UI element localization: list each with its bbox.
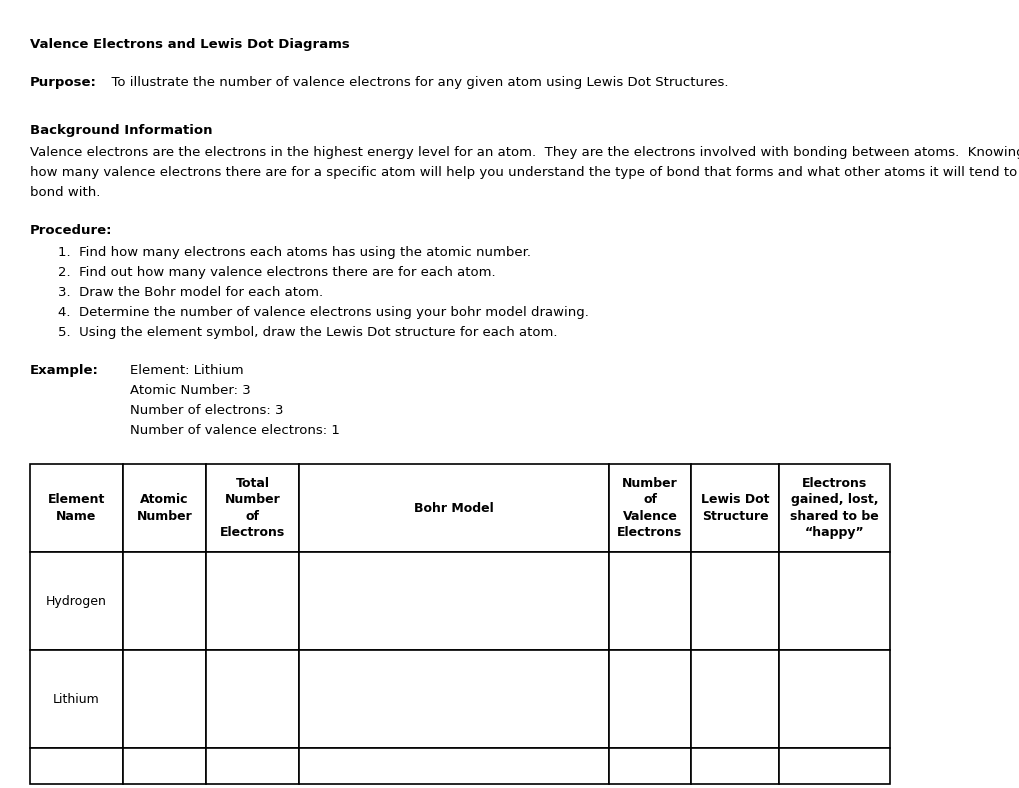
Text: Atomic
Number: Atomic Number [137, 493, 193, 522]
Bar [206, 464, 299, 552]
Text: Lithium: Lithium [53, 693, 100, 705]
Text: Valence electrons are the electrons in the highest energy level for an atom.  Th: Valence electrons are the electrons in t… [30, 146, 1019, 159]
Bar [299, 748, 608, 784]
Text: Electrons
gained, lost,
shared to be
“happy”: Electrons gained, lost, shared to be “ha… [790, 477, 878, 539]
Text: Number of electrons: 3: Number of electrons: 3 [129, 404, 283, 417]
Bar [123, 650, 206, 748]
Text: bond with.: bond with. [30, 186, 100, 199]
Bar [779, 650, 890, 748]
Bar [30, 552, 123, 650]
Text: 5.  Using the element symbol, draw the Lewis Dot structure for each atom.: 5. Using the element symbol, draw the Le… [58, 326, 557, 339]
Bar [608, 552, 690, 650]
Bar [123, 464, 206, 552]
Bar [206, 650, 299, 748]
Bar [779, 552, 890, 650]
Bar [690, 748, 779, 784]
Text: 3.  Draw the Bohr model for each atom.: 3. Draw the Bohr model for each atom. [58, 286, 323, 299]
Bar [779, 748, 890, 784]
Bar [30, 464, 123, 552]
Bar [30, 650, 123, 748]
Text: Number of valence electrons: 1: Number of valence electrons: 1 [129, 424, 339, 437]
Bar [30, 748, 123, 784]
Bar [690, 650, 779, 748]
Text: 1.  Find how many electrons each atoms has using the atomic number.: 1. Find how many electrons each atoms ha… [58, 246, 531, 259]
Text: 2.  Find out how many valence electrons there are for each atom.: 2. Find out how many valence electrons t… [58, 266, 495, 279]
Bar [690, 464, 779, 552]
Bar [608, 464, 690, 552]
Text: Total
Number
of
Electrons: Total Number of Electrons [220, 477, 285, 539]
Text: Element
Name: Element Name [48, 493, 105, 522]
Text: Purpose:: Purpose: [30, 76, 97, 89]
Text: Hydrogen: Hydrogen [46, 594, 107, 608]
Bar [608, 650, 690, 748]
Bar [608, 748, 690, 784]
Text: Element: Lithium: Element: Lithium [129, 364, 244, 377]
Bar [690, 552, 779, 650]
Text: Lewis Dot
Structure: Lewis Dot Structure [700, 493, 768, 522]
Text: how many valence electrons there are for a specific atom will help you understan: how many valence electrons there are for… [30, 166, 1016, 179]
Text: Valence Electrons and Lewis Dot Diagrams: Valence Electrons and Lewis Dot Diagrams [30, 38, 350, 51]
Text: 4.  Determine the number of valence electrons using your bohr model drawing.: 4. Determine the number of valence elect… [58, 306, 588, 319]
Bar [123, 748, 206, 784]
Text: Bohr Model: Bohr Model [414, 501, 493, 515]
Bar [299, 552, 608, 650]
Bar [206, 552, 299, 650]
Bar [123, 552, 206, 650]
Bar [206, 748, 299, 784]
Text: Number
of
Valence
Electrons: Number of Valence Electrons [616, 477, 682, 539]
Text: To illustrate the number of valence electrons for any given atom using Lewis Dot: To illustrate the number of valence elec… [103, 76, 728, 89]
Text: Atomic Number: 3: Atomic Number: 3 [129, 384, 251, 397]
Text: Procedure:: Procedure: [30, 224, 112, 237]
Bar [779, 464, 890, 552]
Text: Example:: Example: [30, 364, 99, 377]
Bar [299, 650, 608, 748]
Bar [299, 464, 608, 552]
Text: Background Information: Background Information [30, 124, 212, 137]
